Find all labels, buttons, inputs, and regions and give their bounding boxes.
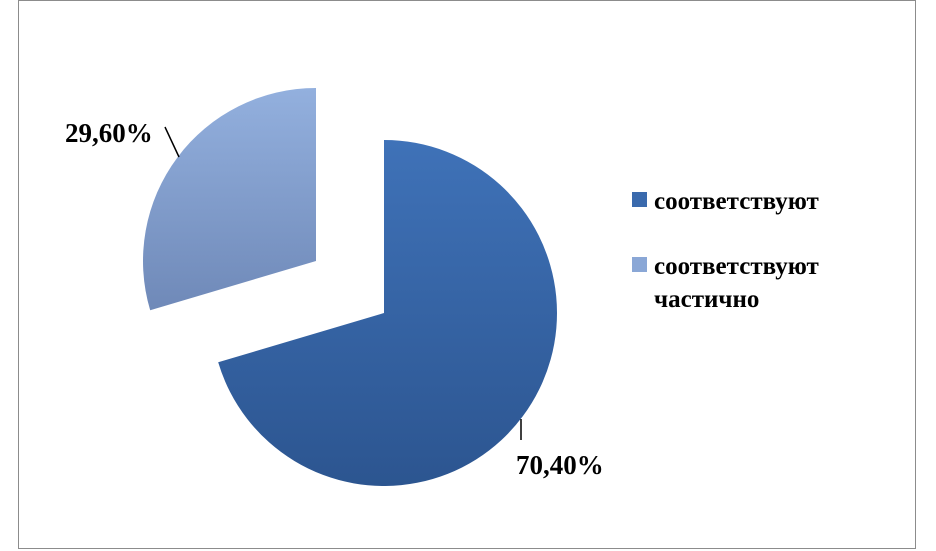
legend: соответствуют соответствуют частично	[632, 185, 892, 360]
legend-item-1: соответствуют частично	[632, 250, 892, 316]
legend-swatch-1	[632, 257, 647, 272]
data-label-0: 70,40%	[516, 450, 604, 480]
legend-label-0: соответствуют	[654, 188, 819, 215]
legend-label-1: соответствуют частично	[654, 253, 819, 313]
data-label-1: 29,60%	[65, 118, 153, 148]
pie-slice-0	[218, 140, 558, 486]
legend-item-0: соответствуют	[632, 185, 892, 218]
legend-swatch-0	[632, 192, 647, 207]
pie-slice-1	[143, 88, 316, 311]
leader-line-1	[164, 126, 180, 158]
